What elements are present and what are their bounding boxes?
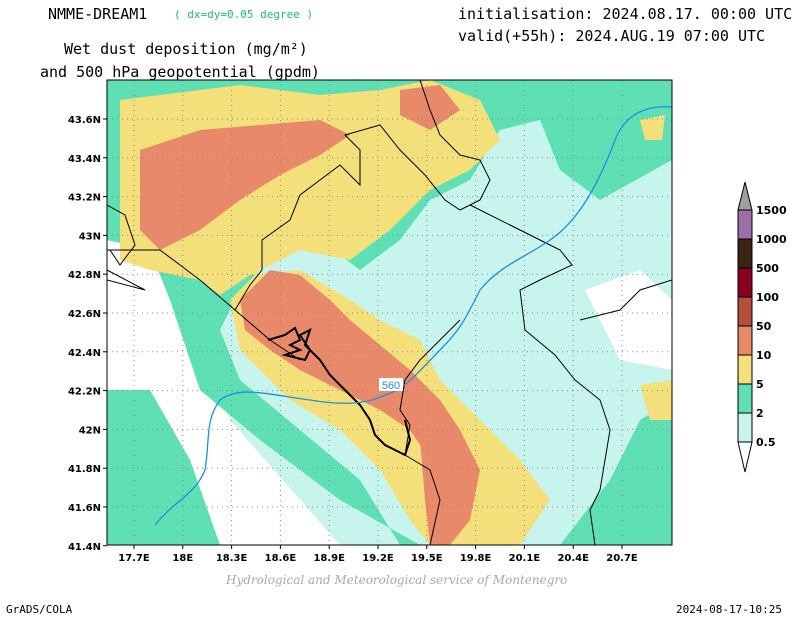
legend-level-label: 2 — [756, 407, 764, 420]
lon-tick-label: 18.6E — [265, 553, 297, 564]
coastline-montenegro — [267, 326, 412, 457]
field-green-sw — [107, 390, 220, 545]
lon-tick-label: 18E — [172, 553, 193, 564]
field-green-ne — [530, 80, 610, 150]
border-albania — [399, 319, 461, 456]
field-orange-north2 — [400, 85, 460, 130]
legend-level-label: 100 — [756, 291, 779, 304]
contour-label-box — [379, 378, 403, 391]
legend-swatch — [737, 412, 753, 443]
legend-swatch — [737, 267, 753, 298]
valid-time: valid(+55h): 2024.AUG.19 07:00 UTC — [458, 27, 766, 45]
lat-tick-label: 41.8N — [68, 464, 101, 475]
legend-swatch — [737, 325, 753, 356]
lat-tick-label: 42.4N — [68, 348, 101, 359]
lat-tick-label: 42.8N — [68, 270, 101, 281]
field-yellow-east — [640, 380, 672, 420]
contour-label-560: 560 — [382, 380, 400, 392]
legend-swatch — [737, 296, 753, 327]
lat-tick-label: 41.6N — [68, 503, 101, 514]
legend-level-label: 1000 — [756, 233, 787, 246]
border-coast-bih — [107, 249, 301, 361]
legend-level-label: 0.5 — [756, 436, 776, 449]
init-time: initialisation: 2024.08.17. 00:00 UTC — [458, 5, 793, 23]
lat-tick-label: 43N — [79, 231, 101, 242]
legend-level-label: 50 — [756, 320, 772, 333]
legend-level-label: 1500 — [756, 204, 787, 217]
border-west — [107, 204, 136, 266]
legend-level-label: 500 — [756, 262, 779, 275]
lat-tick-label: 41.4N — [68, 542, 101, 553]
border-serbia-kosovo — [469, 204, 611, 545]
resolution-label: ( dx=dy=0.05 degree ) — [174, 8, 314, 21]
lat-tick-label: 42N — [79, 425, 101, 436]
legend-swatch — [737, 209, 753, 240]
geopotential-contour: 560 — [154, 106, 672, 526]
border-montenegro-north — [234, 80, 491, 311]
lon-tick-label: 19.2E — [362, 553, 394, 564]
lat-tick-label: 43.2N — [68, 193, 101, 204]
lat-tick-label: 42.6N — [68, 309, 101, 320]
footer-timestamp: 2024-08-17-10:25 — [676, 603, 782, 616]
field-orange-south — [420, 430, 480, 545]
lon-tick-label: 19.8E — [460, 553, 492, 564]
latitude-axis: 43.6N 43.4N 43.2N 43N 42.8N 42.6N 42.4N 42.2N 42… — [68, 115, 107, 553]
footer-software: GrADS/COLA — [6, 603, 73, 616]
variable-title-line1: Wet dust deposition (mg/m²) — [64, 40, 308, 58]
field-yellow-ne — [640, 115, 665, 140]
lon-tick-label: 18.9E — [313, 553, 345, 564]
lon-tick-label: 20.1E — [509, 553, 541, 564]
border-albania-south — [404, 454, 441, 545]
variable-title-line2: and 500 hPa geopotential (gpdm) — [40, 63, 320, 81]
lat-tick-label: 42.2N — [68, 387, 101, 398]
grid-horizontal — [107, 118, 672, 508]
border-east — [579, 279, 672, 321]
lat-tick-label: 43.6N — [68, 115, 101, 126]
field-clear-east — [585, 270, 672, 370]
borders — [107, 80, 672, 545]
field-orange-coast — [240, 270, 460, 460]
legend-level-label: 10 — [756, 349, 772, 362]
legend-swatch — [737, 238, 753, 269]
legend-top-arrow — [737, 181, 753, 211]
model-title: NMME-DREAM1 — [48, 5, 148, 23]
longitude-axis: 17.7E 18E 18.3E 18.6E 18.9E 19.2E 19.5E 19.8E 20… — [118, 545, 638, 564]
border-peljesac — [107, 269, 146, 291]
legend-swatch — [737, 383, 753, 414]
legend-bottom-arrow — [737, 441, 753, 473]
contour-560-line — [154, 106, 672, 526]
lon-tick-label: 18.3E — [216, 553, 248, 564]
lon-tick-label: 17.7E — [118, 553, 150, 564]
lon-tick-label: 20.4E — [557, 553, 589, 564]
coastline — [267, 326, 412, 457]
field-orange-north — [140, 120, 350, 250]
lat-tick-label: 43.4N — [68, 154, 101, 165]
grid-lines — [107, 80, 672, 545]
lon-tick-label: 20.7E — [606, 553, 638, 564]
colorbar-legend: 1500 1000 500 100 50 10 5 2 0.5 — [737, 181, 787, 473]
lon-tick-label: 19.5E — [411, 553, 443, 564]
legend-swatch — [737, 354, 753, 385]
legend-level-label: 5 — [756, 378, 764, 391]
credit-line: Hydrological and Meteorological service … — [226, 573, 568, 587]
